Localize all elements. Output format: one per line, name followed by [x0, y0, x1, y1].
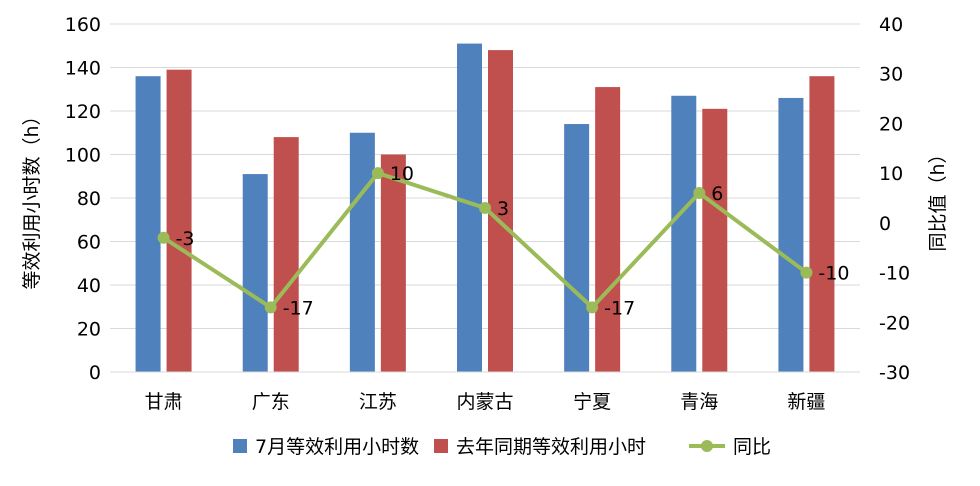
bar-current: [778, 97, 804, 372]
x-tick-label: 新疆: [787, 391, 825, 413]
y2-tick-label: 30: [879, 64, 903, 86]
y-tick-label: 100: [65, 145, 101, 167]
legend-swatch: [434, 439, 448, 453]
y2-tick-label: -30: [879, 362, 910, 384]
gridlines: [110, 23, 860, 373]
y-axis-title: 等效利用小时数（h）: [21, 106, 43, 289]
legend-label: 同比: [733, 436, 771, 458]
bar-last-year: [702, 108, 728, 372]
y-tick-label: 120: [65, 101, 101, 123]
bar-current: [349, 132, 375, 372]
yoy-data-label: -10: [818, 263, 849, 285]
bar-current: [671, 95, 697, 373]
y2-tick-label: -10: [879, 263, 910, 285]
x-tick-label: 青海: [680, 391, 718, 413]
x-tick-label: 内蒙古: [456, 391, 513, 413]
data-labels: -3 -17 10 3 -17 6 -10: [176, 163, 850, 319]
yoy-point: [800, 266, 813, 279]
legend-swatch: [233, 439, 247, 453]
y-tick-label: 0: [89, 362, 101, 384]
bar-current: [457, 43, 482, 372]
y-tick-label: 80: [77, 188, 101, 210]
y2-tick-label: 0: [879, 213, 891, 235]
x-tick-label: 甘肃: [145, 391, 183, 413]
bar-current: [135, 76, 161, 372]
x-tick-label: 宁夏: [573, 391, 611, 413]
axes: 0 20 40 60 80 100 120 140 160 -30 -20 -10 0 10 20 30 40 甘…: [65, 14, 910, 413]
bars: [135, 43, 835, 373]
bar-current: [564, 124, 590, 372]
y2-tick-label: 40: [879, 14, 903, 36]
y2-tick-label: 10: [879, 163, 903, 185]
y-tick-label: 60: [77, 232, 101, 254]
yoy-data-label: -3: [176, 228, 195, 250]
y2-tick-label: -20: [879, 312, 910, 334]
legend: 7月等效利用小时数 去年同期等效利用小时 同比: [233, 436, 771, 458]
yoy-line: [157, 167, 813, 314]
yoy-point: [479, 201, 491, 214]
yoy-data-label: 10: [390, 163, 414, 185]
x-tick-label: 江苏: [359, 391, 397, 413]
yoy-data-label: 3: [497, 198, 509, 220]
yoy-point: [157, 231, 170, 244]
bar-current: [242, 174, 268, 372]
y-tick-label: 20: [77, 319, 101, 341]
yoy-point: [371, 167, 384, 180]
bar-last-year: [595, 87, 621, 372]
y-tick-label: 160: [65, 14, 101, 36]
yoy-data-label: 6: [711, 183, 723, 205]
bar-last-year: [166, 69, 192, 373]
yoy-data-label: -17: [283, 297, 314, 319]
yoy-point: [586, 301, 599, 314]
yoy-point: [264, 301, 277, 314]
y-tick-label: 40: [77, 275, 101, 297]
x-tick-label: 广东: [252, 391, 290, 413]
y-tick-label: 140: [65, 58, 101, 80]
bar-last-year: [488, 50, 513, 372]
bar-last-year: [273, 137, 299, 372]
yoy-data-label: -17: [604, 297, 635, 319]
yoy-point: [693, 187, 706, 200]
legend-label: 7月等效利用小时数: [255, 436, 419, 458]
y2-axis-title: 同比值（h）: [927, 144, 949, 251]
bar-last-year: [380, 154, 406, 372]
y2-tick-label: 20: [879, 113, 903, 135]
legend-label: 去年同期等效利用小时: [456, 436, 646, 458]
bar-last-year: [809, 76, 835, 372]
legend-marker: [701, 440, 713, 452]
